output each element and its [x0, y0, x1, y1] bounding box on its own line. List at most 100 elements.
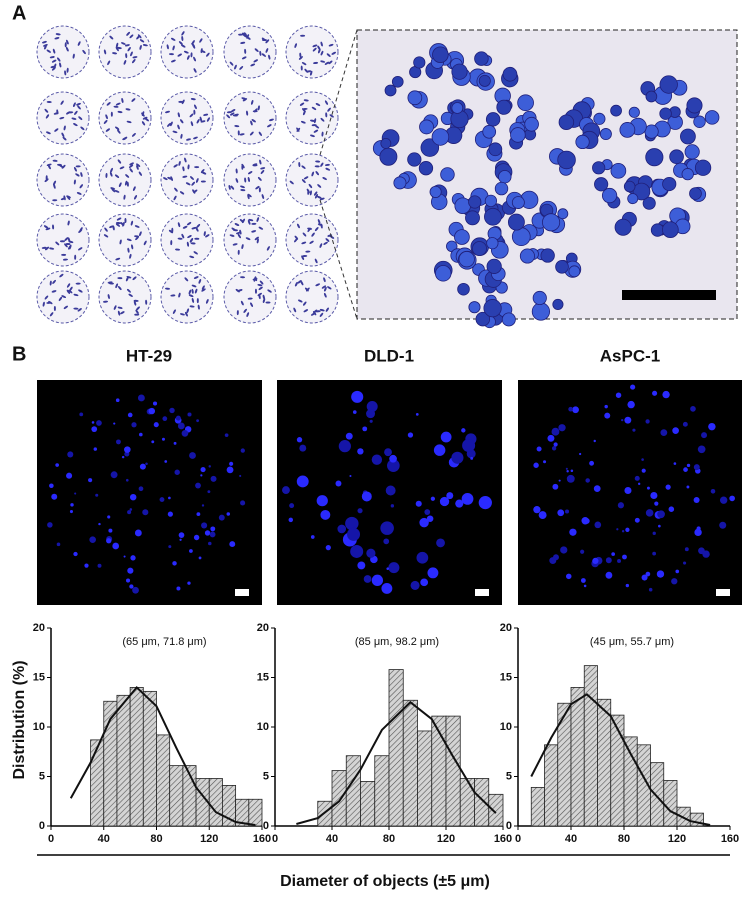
- cell: [234, 64, 237, 70]
- cell: [45, 227, 51, 231]
- nucleus: [320, 509, 331, 520]
- cell: [298, 299, 303, 303]
- cell: [105, 128, 110, 132]
- nucleus: [420, 578, 429, 587]
- cell: [247, 193, 252, 198]
- nucleus: [624, 486, 632, 495]
- cell: [180, 133, 183, 139]
- cell: [186, 55, 190, 60]
- cell: [61, 253, 67, 256]
- cell: [177, 112, 180, 118]
- nucleus: [627, 400, 635, 409]
- cell: [63, 195, 66, 201]
- cell: [129, 34, 134, 39]
- cell: [108, 282, 114, 285]
- cell: [245, 237, 251, 241]
- cell: [314, 227, 319, 232]
- nucleus: [282, 486, 290, 495]
- x-tick-label: 80: [618, 833, 630, 845]
- cell: [115, 102, 121, 106]
- cell: [229, 234, 235, 237]
- cell: [67, 237, 71, 243]
- cell: [327, 107, 331, 112]
- cell: [127, 288, 131, 293]
- cell: [259, 159, 262, 165]
- nucleus: [557, 509, 565, 517]
- cell: [238, 33, 244, 36]
- cell: [244, 48, 247, 54]
- nucleus: [226, 512, 231, 516]
- cell: [166, 44, 169, 50]
- nucleus: [189, 452, 196, 459]
- bar: [544, 744, 559, 827]
- nucleus: [229, 541, 236, 548]
- cell: [171, 227, 174, 233]
- cell: [240, 276, 245, 279]
- cell: [568, 265, 581, 278]
- nucleus: [347, 527, 361, 541]
- nucleus: [93, 447, 98, 451]
- cell: [52, 279, 56, 284]
- nucleus: [177, 422, 185, 430]
- cell: [501, 312, 516, 327]
- cell: [115, 283, 119, 289]
- cell: [329, 114, 334, 118]
- cell: [393, 176, 407, 190]
- cell: [124, 218, 127, 224]
- nucleus: [570, 469, 574, 473]
- nucleus: [240, 448, 245, 453]
- cell: [380, 138, 392, 149]
- cell: [75, 173, 80, 177]
- nucleus: [349, 475, 352, 478]
- nucleus: [161, 437, 165, 441]
- cell: [599, 128, 612, 141]
- nucleus: [672, 427, 679, 434]
- nucleus: [470, 456, 474, 460]
- nucleus: [124, 446, 131, 453]
- cell: [254, 236, 259, 241]
- cell: [106, 102, 111, 106]
- nucleus: [533, 506, 541, 514]
- nucleus: [673, 462, 677, 465]
- cell: [186, 241, 190, 247]
- cell: [194, 104, 197, 110]
- nucleus: [181, 430, 189, 437]
- nucleus: [533, 462, 539, 468]
- cell: [659, 75, 678, 94]
- cell: [507, 213, 525, 231]
- nucleus: [538, 511, 547, 520]
- bar: [459, 778, 475, 827]
- cell: [524, 116, 539, 132]
- cell: [193, 56, 196, 62]
- nucleus: [140, 464, 145, 468]
- cell: [246, 110, 249, 116]
- cell: [478, 74, 491, 87]
- spheroid: [160, 270, 214, 324]
- cell: [241, 244, 244, 250]
- cell: [325, 167, 331, 171]
- nucleus: [127, 567, 134, 574]
- cell: [265, 301, 271, 304]
- nucleus: [129, 508, 133, 511]
- nucleus: [389, 454, 397, 463]
- x-tick-label: 80: [150, 833, 162, 845]
- cell: [103, 234, 109, 238]
- bar: [676, 806, 691, 827]
- nucleus: [605, 571, 613, 579]
- cell: [511, 196, 525, 209]
- cell: [592, 161, 606, 175]
- spheroid: [223, 153, 277, 207]
- nucleus: [433, 444, 446, 456]
- nucleus: [49, 483, 54, 489]
- cell: [124, 44, 130, 47]
- cell: [249, 131, 254, 136]
- spheroid: [285, 153, 339, 207]
- nucleus: [641, 468, 646, 473]
- cell: [129, 253, 132, 259]
- cell: [558, 114, 575, 130]
- cell: [317, 219, 321, 224]
- nucleus: [210, 526, 216, 532]
- nucleus: [325, 545, 331, 551]
- nucleus: [551, 427, 560, 436]
- cell: [418, 161, 434, 176]
